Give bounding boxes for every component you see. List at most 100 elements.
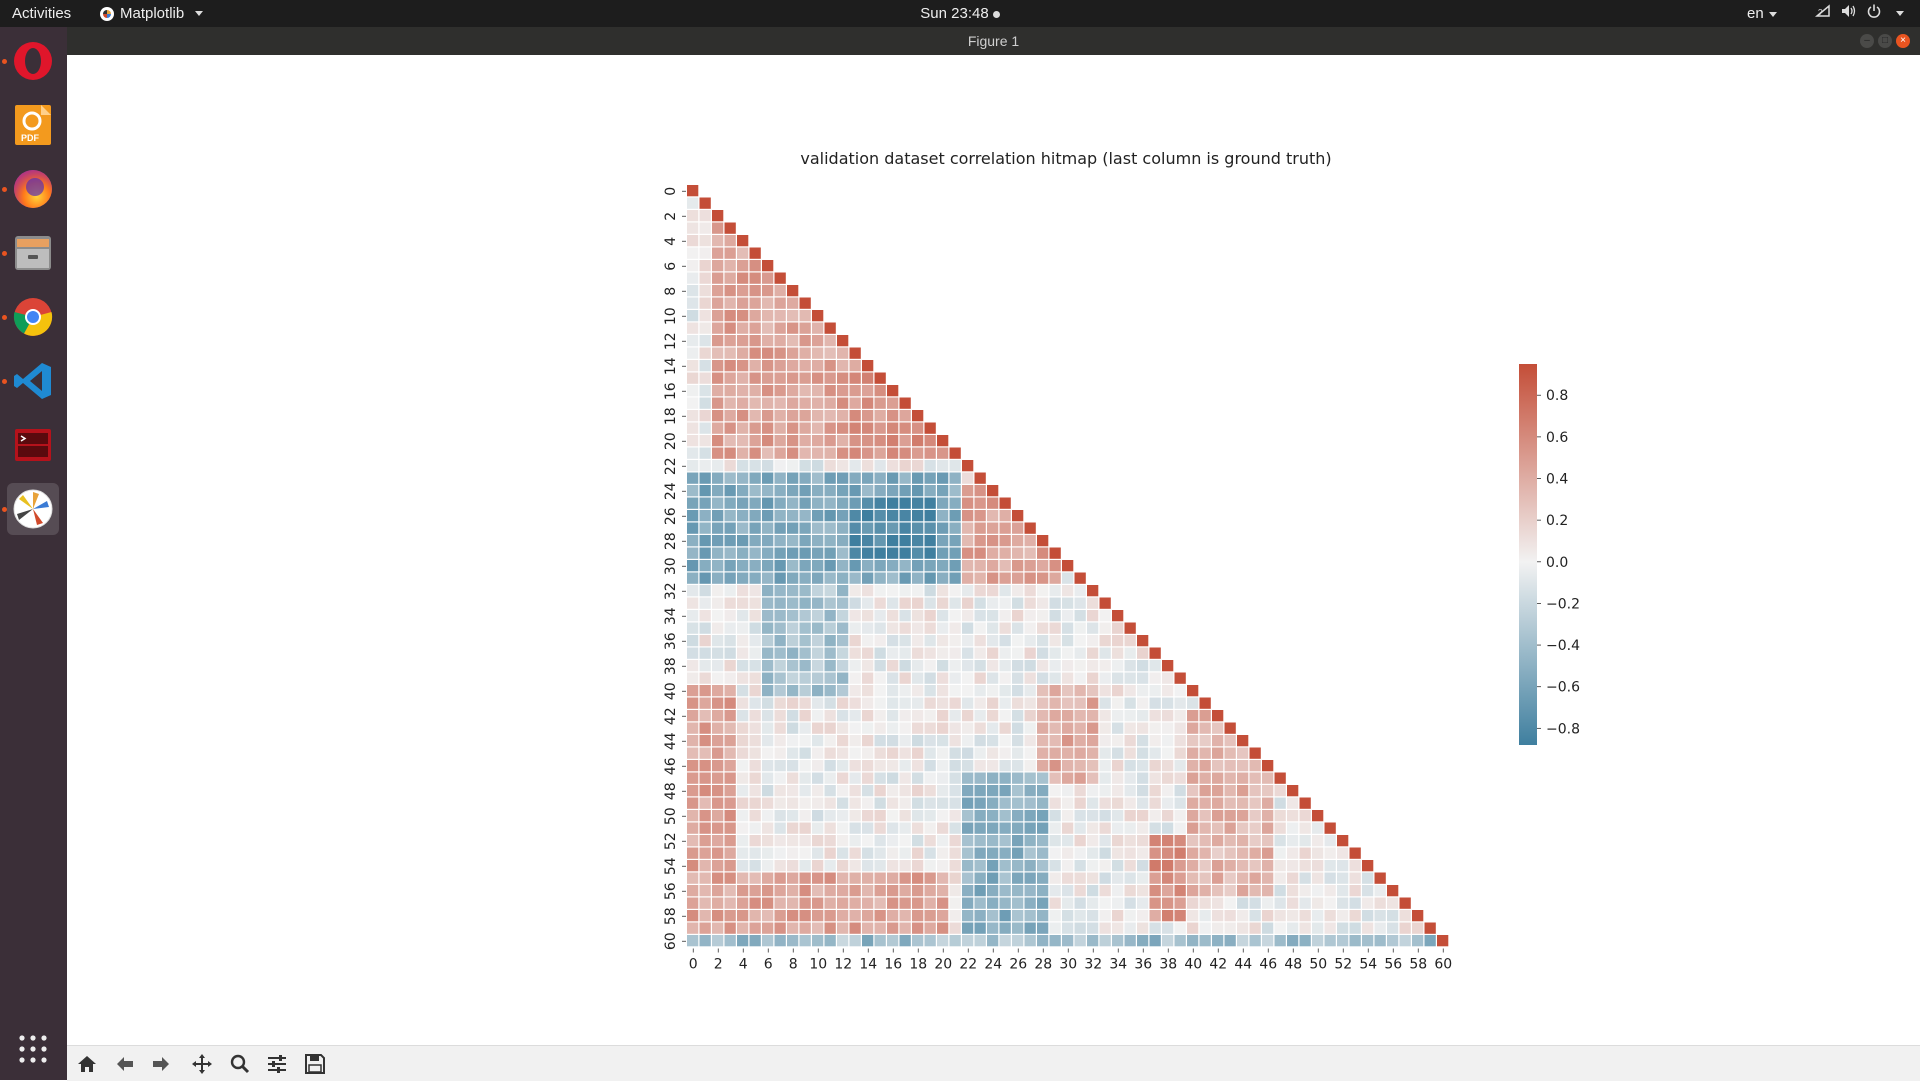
heatmap-cell [912, 760, 924, 772]
zoom-button[interactable] [226, 1051, 254, 1077]
heatmap-cell [987, 922, 999, 934]
heatmap-cell [962, 560, 974, 572]
save-button[interactable] [301, 1051, 329, 1077]
dock-vscode[interactable] [7, 355, 59, 407]
heatmap-cell [874, 635, 886, 647]
heatmap-cell [1049, 897, 1061, 909]
heatmap-cell [899, 872, 911, 884]
heatmap-cell [1012, 610, 1024, 622]
dock-file-manager[interactable] [7, 227, 59, 279]
heatmap-cell [737, 597, 749, 609]
heatmap-cell [1024, 585, 1036, 597]
heatmap-cell [737, 935, 749, 947]
maximize-button[interactable]: □ [1878, 34, 1892, 48]
heatmap-cell [1199, 797, 1211, 809]
heatmap-cell [1074, 585, 1086, 597]
heatmap-cell [799, 722, 811, 734]
heatmap-cell [999, 510, 1011, 522]
heatmap-cell [899, 472, 911, 484]
dock-terminal-app[interactable] [7, 419, 59, 471]
heatmap-cell [962, 885, 974, 897]
heatmap-cell [949, 697, 961, 709]
heatmap-cell [774, 547, 786, 559]
heatmap-cell [837, 897, 849, 909]
dock-firefox[interactable] [7, 163, 59, 215]
heatmap-cell [1299, 822, 1311, 834]
heatmap-cell [699, 610, 711, 622]
heatmap-cell [774, 610, 786, 622]
dock-chrome[interactable] [7, 291, 59, 343]
heatmap-cell [937, 860, 949, 872]
language-menu[interactable]: en [1747, 0, 1777, 27]
heatmap-cell [987, 885, 999, 897]
heatmap-cell [1087, 810, 1099, 822]
heatmap-cell [749, 897, 761, 909]
heatmap-cell [874, 647, 886, 659]
heatmap-cell [937, 647, 949, 659]
heatmap-cell [749, 772, 761, 784]
heatmap-cell [924, 622, 936, 634]
heatmap-cell [949, 710, 961, 722]
dock-matplotlib[interactable] [7, 483, 59, 535]
heatmap-cell [1312, 885, 1324, 897]
heatmap-cell [887, 472, 899, 484]
heatmap-cell [974, 535, 986, 547]
running-indicator [2, 251, 7, 256]
minimize-button[interactable]: – [1860, 34, 1874, 48]
heatmap-cell [787, 285, 799, 297]
system-tray[interactable]: ? [1814, 0, 1904, 27]
forward-button[interactable] [147, 1051, 175, 1077]
matplotlib-logo-icon [100, 6, 114, 21]
heatmap-cell [1012, 822, 1024, 834]
app-menu[interactable]: Matplotlib [100, 0, 204, 27]
y-tick-label: 46 [663, 757, 679, 775]
heatmap-cell [862, 410, 874, 422]
heatmap-cell [949, 585, 961, 597]
pan-button[interactable] [188, 1051, 216, 1077]
figure-canvas[interactable]: validation dataset correlation hitmap (l… [67, 55, 1920, 1045]
heatmap-cell [762, 735, 774, 747]
heatmap-cell [1187, 847, 1199, 859]
heatmap-cell [999, 547, 1011, 559]
heatmap-cell [862, 547, 874, 559]
heatmap-cell [724, 222, 736, 234]
configure-subplots-button[interactable] [263, 1051, 291, 1077]
clock[interactable]: Sun 23:48 [920, 5, 989, 22]
heatmap-cell [862, 935, 874, 947]
heatmap-cell [1124, 622, 1136, 634]
dock-opera[interactable] [7, 35, 59, 87]
heatmap-cell [849, 710, 861, 722]
heatmap-cell [1062, 760, 1074, 772]
show-applications-button[interactable] [7, 1023, 59, 1075]
heatmap-cell [762, 872, 774, 884]
heatmap-cell [1024, 797, 1036, 809]
heatmap-cell [799, 772, 811, 784]
heatmap-cell [874, 572, 886, 584]
heatmap-cell [1174, 872, 1186, 884]
close-button[interactable]: × [1896, 34, 1910, 48]
heatmap-cell [1099, 785, 1111, 797]
heatmap-cell [837, 797, 849, 809]
heatmap-cell [1162, 885, 1174, 897]
heatmap-cell [849, 635, 861, 647]
heatmap-cell [787, 322, 799, 334]
dock-pdf-editor[interactable]: PDF [7, 99, 59, 151]
home-button[interactable] [73, 1051, 101, 1077]
heatmap-cell [837, 485, 849, 497]
heatmap-cell [924, 635, 936, 647]
back-button[interactable] [111, 1051, 139, 1077]
heatmap-cell [1149, 847, 1161, 859]
heatmap-cell [849, 522, 861, 534]
heatmap-cell [999, 535, 1011, 547]
heatmap-cell [974, 560, 986, 572]
heatmap-cell [712, 285, 724, 297]
heatmap-cell [874, 922, 886, 934]
chrome-icon [13, 298, 53, 336]
heatmap-cell [687, 785, 699, 797]
heatmap-cell [862, 522, 874, 534]
activities-button[interactable]: Activities [12, 5, 72, 22]
heatmap-cell [1287, 797, 1299, 809]
window-titlebar[interactable]: Figure 1 – □ × [67, 27, 1920, 55]
heatmap-cell [1062, 822, 1074, 834]
heatmap-cell [1062, 635, 1074, 647]
